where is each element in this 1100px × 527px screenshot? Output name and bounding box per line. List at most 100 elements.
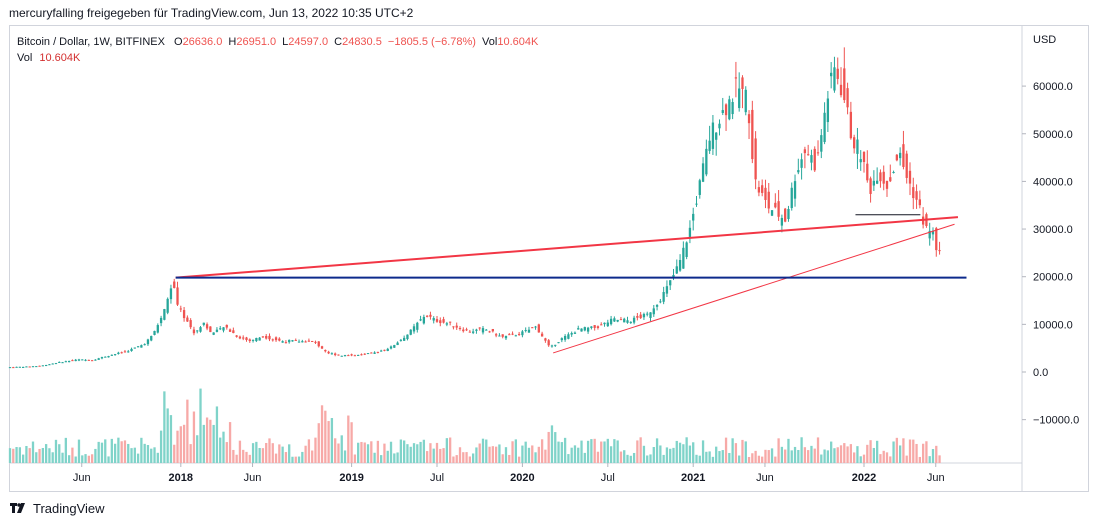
candle-body bbox=[655, 304, 659, 307]
volume-bar bbox=[849, 444, 853, 463]
volume-bar bbox=[357, 442, 360, 463]
volume-bar bbox=[58, 444, 61, 463]
currency-label: USD bbox=[1033, 34, 1056, 46]
volume-bar bbox=[800, 437, 803, 463]
volume-legend: Vol 10.604K bbox=[17, 52, 80, 64]
volume-bar bbox=[731, 438, 734, 463]
candle-body bbox=[136, 346, 140, 348]
chart-frame bbox=[9, 25, 1089, 492]
price-tick-label: −10000.0 bbox=[1033, 415, 1079, 427]
volume-bar bbox=[741, 439, 744, 463]
candle-body bbox=[150, 336, 153, 341]
volume-bar bbox=[81, 455, 84, 463]
volume-bar bbox=[100, 442, 104, 463]
candle-body bbox=[649, 312, 652, 318]
candle-body bbox=[291, 340, 294, 342]
candle-body bbox=[281, 341, 284, 343]
candle-body bbox=[251, 339, 255, 341]
volume-bar bbox=[288, 444, 291, 463]
candle-body bbox=[770, 210, 774, 216]
volume-bar bbox=[44, 444, 48, 463]
time-tick-label: Jun bbox=[756, 472, 774, 484]
candle-body bbox=[232, 330, 235, 334]
volume-bar bbox=[560, 442, 563, 463]
candle-body bbox=[875, 180, 879, 184]
volume-bar bbox=[836, 447, 839, 463]
candle-body bbox=[297, 341, 301, 343]
volume-bar bbox=[701, 440, 705, 463]
candle-body bbox=[84, 359, 87, 361]
drawing-trendline-thin bbox=[552, 223, 955, 354]
tradingview-brand[interactable]: TradingView bbox=[10, 501, 105, 516]
volume-bar bbox=[209, 419, 212, 463]
candle-body bbox=[810, 155, 813, 163]
candle-body bbox=[448, 321, 452, 323]
candle-body bbox=[935, 228, 938, 251]
volume-bar bbox=[28, 448, 31, 463]
volume-bar bbox=[590, 439, 593, 463]
candle-body bbox=[517, 333, 521, 335]
time-tick-label: 2018 bbox=[169, 472, 193, 484]
volume-bar bbox=[511, 441, 514, 463]
candle-body bbox=[406, 334, 409, 340]
candle-body bbox=[882, 171, 885, 184]
candle-body bbox=[104, 356, 107, 358]
volume-bar bbox=[376, 440, 380, 463]
volume-bar bbox=[311, 450, 314, 463]
volume-bar bbox=[225, 442, 228, 463]
candle-body bbox=[590, 326, 593, 328]
candle-body bbox=[97, 358, 100, 360]
volume-bar bbox=[859, 456, 862, 463]
close-value: 24830.5 bbox=[342, 36, 382, 48]
volume-bar bbox=[38, 448, 41, 463]
candle-body bbox=[225, 324, 228, 328]
volume-bar bbox=[406, 444, 409, 463]
candle-body bbox=[429, 314, 432, 317]
candle-body bbox=[754, 138, 757, 180]
candle-body bbox=[816, 152, 820, 154]
candle-body bbox=[274, 337, 278, 341]
candle-body bbox=[685, 242, 688, 257]
candle-body bbox=[514, 335, 517, 337]
candle-body bbox=[311, 340, 314, 342]
volume-bar bbox=[87, 455, 90, 463]
candle-body bbox=[182, 310, 186, 319]
share-caption: mercuryfalling freigegeben für TradingVi… bbox=[9, 6, 414, 20]
candle-body bbox=[698, 180, 701, 195]
candle-body bbox=[751, 109, 754, 160]
candle-body bbox=[465, 329, 468, 331]
candle-body bbox=[366, 353, 370, 355]
candle-body bbox=[734, 77, 738, 79]
volume-bar bbox=[613, 439, 616, 463]
candle-body bbox=[481, 328, 485, 333]
volume-bar bbox=[675, 440, 678, 463]
volume-bar bbox=[935, 445, 938, 463]
candle-body bbox=[94, 359, 97, 361]
candle-body bbox=[721, 110, 724, 114]
low-value: 24597.0 bbox=[288, 36, 329, 48]
volume-bar bbox=[895, 437, 899, 463]
price-tick-label: 20000.0 bbox=[1033, 272, 1073, 284]
candle-body bbox=[872, 180, 876, 186]
candle-body bbox=[422, 316, 426, 324]
candle-body bbox=[301, 341, 304, 343]
volume-bar bbox=[64, 437, 67, 463]
time-tick-label: Jun bbox=[927, 472, 945, 484]
candle-body bbox=[123, 351, 127, 353]
volume-bar bbox=[629, 455, 632, 463]
candle-body bbox=[90, 360, 94, 362]
volume-bar bbox=[711, 456, 715, 463]
candle-body bbox=[557, 342, 560, 344]
candle-body bbox=[265, 336, 268, 339]
tradingview-logo-icon bbox=[10, 502, 25, 513]
time-tick-label: 2020 bbox=[510, 472, 534, 484]
volume-bar bbox=[830, 441, 833, 463]
volume-bar bbox=[67, 455, 71, 463]
volume-bar bbox=[882, 450, 885, 463]
candle-body bbox=[363, 353, 366, 355]
candle-body bbox=[143, 344, 146, 346]
candle-body bbox=[284, 342, 288, 344]
volume-bar bbox=[222, 431, 225, 463]
volume-bar bbox=[439, 448, 442, 463]
